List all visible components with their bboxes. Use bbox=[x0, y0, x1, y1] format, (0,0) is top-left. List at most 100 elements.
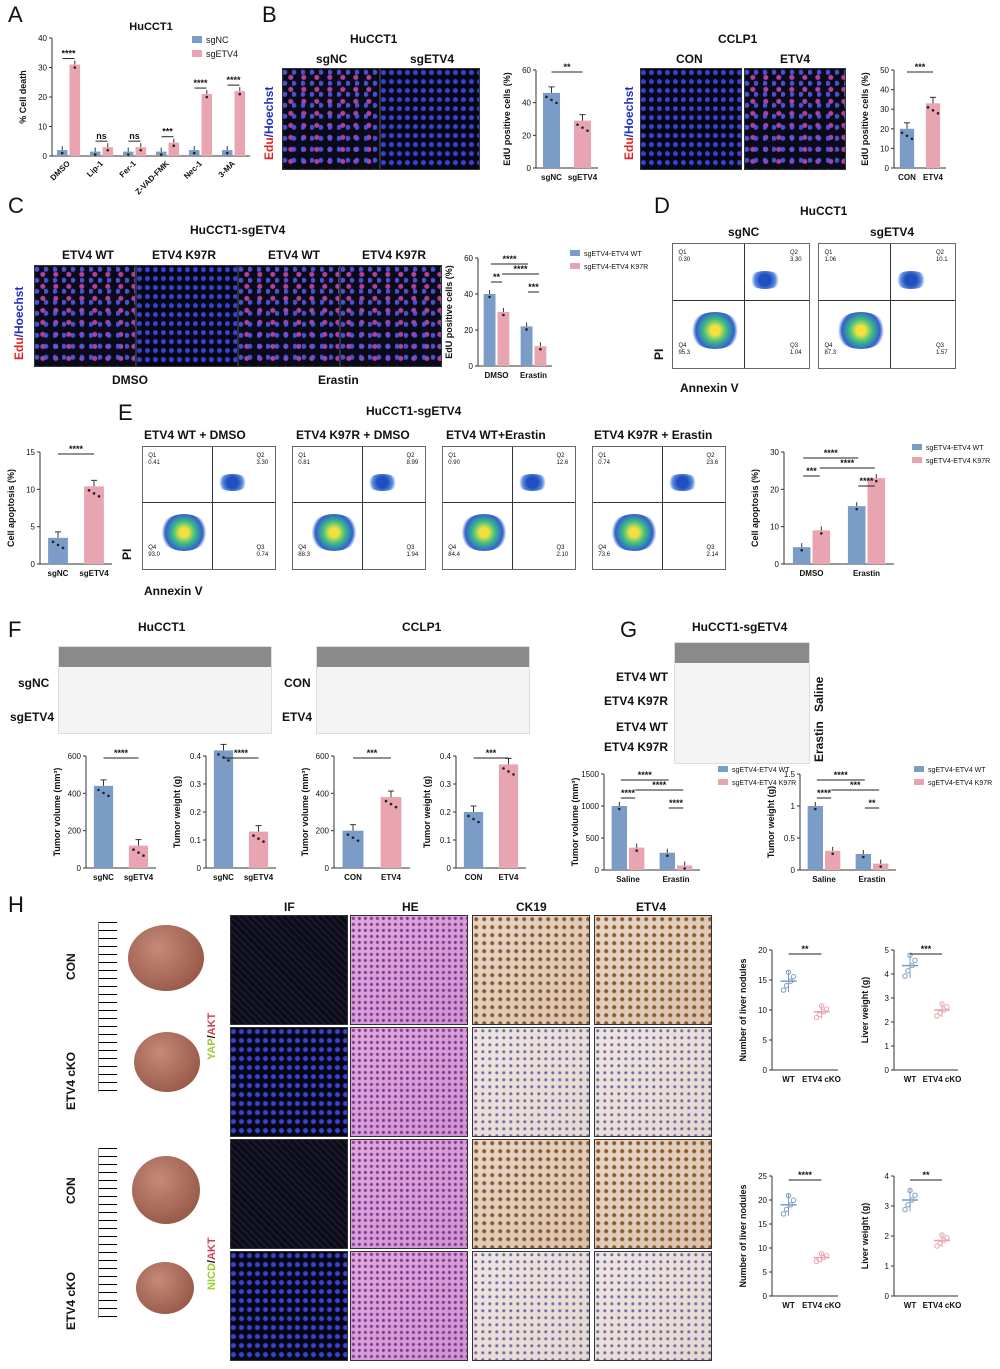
data-point bbox=[97, 788, 100, 792]
quadrant-q4: Q4 93.0 bbox=[148, 545, 160, 559]
y-tick-label: 10 bbox=[758, 1244, 767, 1253]
h-if-3 bbox=[230, 1139, 348, 1249]
quadrant-name: Q2 bbox=[706, 453, 715, 460]
x-tick-label: DMSO bbox=[800, 569, 824, 578]
y-tick-label: 0 bbox=[763, 1066, 768, 1075]
panel-label-e: E bbox=[118, 400, 133, 425]
y-tick-label: 1 bbox=[791, 802, 796, 811]
quadrant-name: Q3 bbox=[935, 343, 944, 350]
x-tick-label: ETV4 bbox=[381, 873, 402, 882]
y-tick-label: 600 bbox=[316, 752, 330, 761]
h-ruler-bottom bbox=[98, 1148, 117, 1318]
b-label-con: CON bbox=[676, 52, 703, 66]
significance-label: **** bbox=[193, 78, 208, 88]
quadrant-value: 10.1 bbox=[935, 257, 948, 264]
data-point bbox=[780, 1211, 787, 1217]
legend-swatch bbox=[912, 444, 922, 450]
data-point bbox=[907, 1187, 913, 1194]
b-title-hucct1: HuCCT1 bbox=[350, 32, 398, 46]
y-axis-label: Tumor volume (mm³) bbox=[52, 768, 62, 857]
y-tick-label: 40 bbox=[38, 34, 47, 43]
data-point bbox=[683, 867, 686, 870]
significance-label: ns bbox=[129, 131, 140, 141]
d-title: HuCCT1 bbox=[800, 204, 848, 218]
significance-label: **** bbox=[840, 458, 855, 468]
legend-swatch bbox=[570, 263, 580, 269]
significance-label: ** bbox=[563, 62, 571, 72]
quadrant-q2: Q2 23.6 bbox=[707, 453, 719, 467]
quadrant-name: Q3 bbox=[556, 544, 565, 551]
panel-label-d: D bbox=[654, 193, 670, 218]
quadrant-value: 0.30 bbox=[678, 257, 691, 264]
panel-label-b: B bbox=[262, 2, 277, 27]
significance-label: **** bbox=[502, 254, 517, 264]
significance-label: ns bbox=[96, 131, 107, 141]
chart-f3: 0 200 400 600 Tumor volume (mm³) CON ETV4 *** bbox=[300, 748, 410, 882]
h-label-con-1: CON bbox=[64, 953, 78, 980]
y-tick-label: 400 bbox=[68, 789, 82, 798]
x-tick-label: sgETV4 bbox=[244, 873, 274, 882]
y-tick-label: 5 bbox=[763, 1268, 768, 1277]
c-image-4 bbox=[340, 265, 442, 367]
data-point bbox=[61, 546, 65, 550]
y-tick-label: 200 bbox=[68, 827, 82, 836]
y-axis-label: Tumor weight (g) bbox=[766, 786, 776, 858]
f-photo-hucct1 bbox=[58, 646, 272, 734]
x-tick-label: CON bbox=[344, 873, 362, 882]
y-axis-label: Liver weight (g) bbox=[860, 1203, 870, 1270]
y-tick-label: 0.3 bbox=[190, 780, 202, 789]
quadrant-name: Q3 bbox=[406, 544, 415, 551]
quadrant-q4: Q4 95.3 bbox=[678, 343, 690, 357]
y-tick-label: 0.2 bbox=[190, 808, 202, 817]
y-tick-label: 0.2 bbox=[440, 808, 452, 817]
data-point bbox=[905, 1202, 911, 1208]
h-ck19-3 bbox=[472, 1139, 590, 1249]
significance-label: *** bbox=[915, 62, 926, 72]
bar bbox=[102, 147, 114, 156]
data-point bbox=[502, 767, 505, 770]
data-point bbox=[507, 770, 510, 773]
g-label-k1: ETV4 K97R bbox=[604, 694, 669, 708]
h-if-2 bbox=[230, 1027, 348, 1137]
significance-label: *** bbox=[367, 748, 378, 758]
bar bbox=[201, 94, 213, 156]
data-point bbox=[934, 1243, 940, 1249]
x-tick-label: sgNC bbox=[213, 873, 234, 882]
bar bbox=[542, 92, 561, 168]
data-point bbox=[512, 773, 515, 776]
data-point bbox=[816, 1256, 823, 1263]
quadrant-q4: Q4 73.6 bbox=[598, 545, 610, 559]
x-tick-label: Lip-1 bbox=[85, 159, 105, 179]
chart-b1: 0 20 40 60 EdU positive cells (%) sgNC sgETV4 *… bbox=[502, 62, 598, 182]
data-point bbox=[488, 295, 491, 299]
x-tick-label: ETV4 cKO bbox=[923, 1075, 962, 1084]
quadrant-value: 1.94 bbox=[406, 551, 419, 558]
y-tick-label: 50 bbox=[880, 66, 889, 75]
data-point bbox=[394, 805, 398, 809]
quadrant-q2: Q2 3.30 bbox=[257, 453, 269, 467]
y-tick-label: 1 bbox=[885, 1042, 890, 1051]
data-point bbox=[389, 802, 393, 806]
d-axis-annexin: Annexin V bbox=[680, 381, 739, 395]
quadrant-q1: Q1 1.06 bbox=[824, 250, 836, 264]
x-tick-label: sgETV4 bbox=[568, 173, 598, 182]
data-point bbox=[931, 109, 935, 112]
bar bbox=[342, 830, 364, 868]
x-tick-label: sgETV4 bbox=[124, 873, 154, 882]
f-label-etv4: ETV4 bbox=[282, 710, 313, 724]
data-point bbox=[905, 134, 909, 138]
significance-label: **** bbox=[61, 49, 76, 59]
y-tick-label: 5 bbox=[885, 946, 890, 955]
c-label-erastin: Erastin bbox=[318, 373, 359, 387]
quadrant-name: Q1 bbox=[678, 250, 687, 257]
quadrant-value: 0.74 bbox=[598, 460, 610, 467]
x-tick-label: sgNC bbox=[541, 173, 562, 182]
significance-label: **** bbox=[824, 448, 839, 458]
data-point bbox=[225, 151, 229, 155]
bar bbox=[463, 812, 484, 868]
bar bbox=[497, 312, 510, 366]
bar bbox=[899, 128, 915, 168]
quadrant-name: Q2 bbox=[935, 250, 944, 257]
quadrant-line-v bbox=[661, 447, 663, 569]
data-point bbox=[787, 978, 794, 984]
